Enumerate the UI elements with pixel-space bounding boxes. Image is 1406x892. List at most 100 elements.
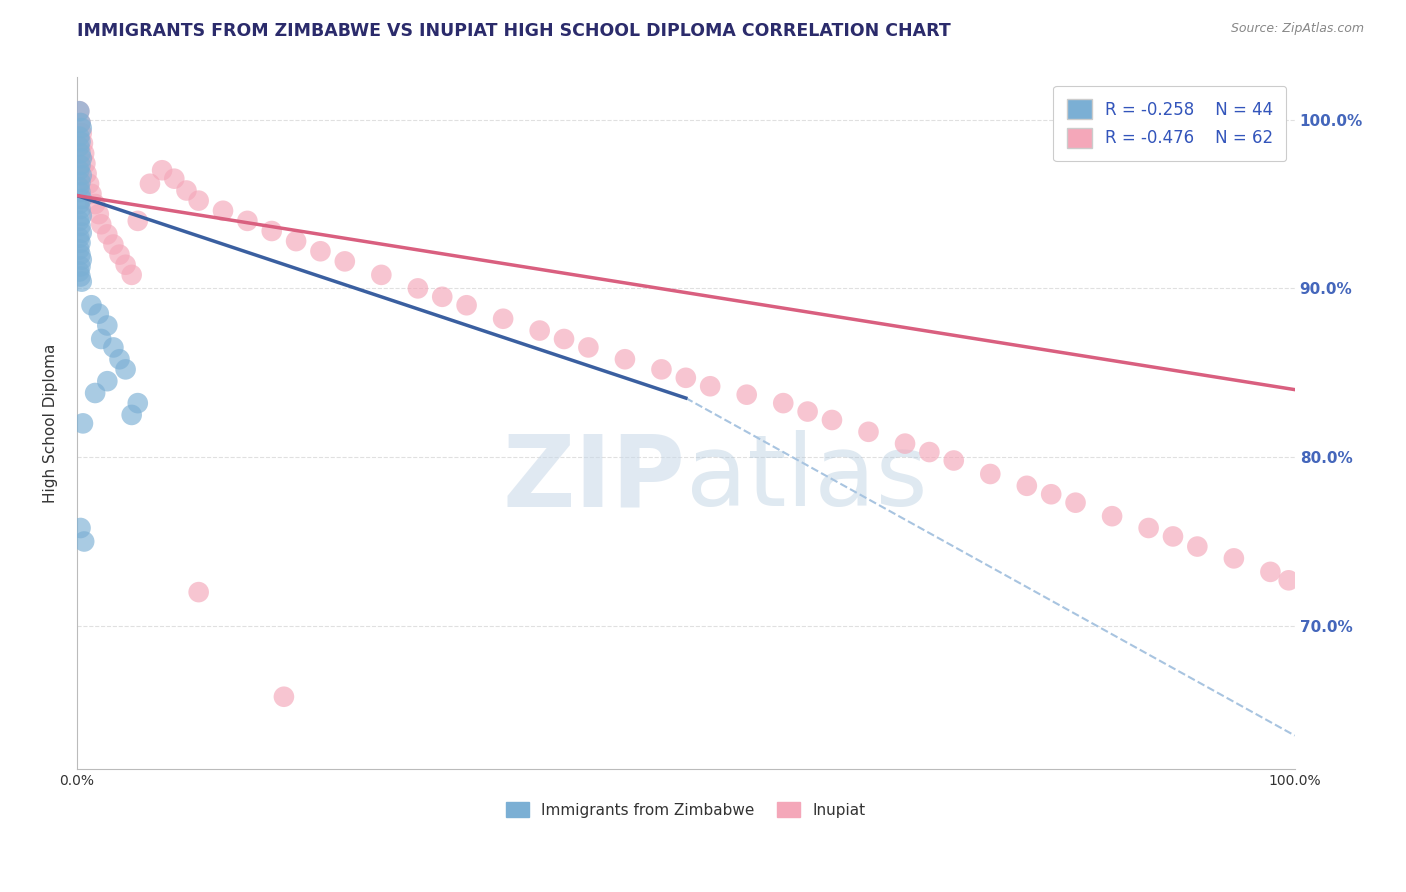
Immigrants from Zimbabwe [103,341,125,355]
Inupiat [650,362,672,376]
Inupiat [492,311,515,326]
Inupiat [127,214,149,228]
Immigrants from Zimbabwe [67,231,90,245]
Immigrants from Zimbabwe [70,169,93,183]
Immigrants from Zimbabwe [67,214,90,228]
Inupiat [1040,487,1063,501]
Inupiat [139,177,162,191]
Inupiat [150,163,173,178]
Inupiat [163,171,186,186]
Inupiat [87,207,110,221]
Immigrants from Zimbabwe [69,185,91,199]
Inupiat [613,352,636,367]
Immigrants from Zimbabwe [108,352,131,367]
Inupiat [69,116,91,130]
Inupiat [77,177,100,191]
Inupiat [772,396,794,410]
Inupiat [821,413,844,427]
Immigrants from Zimbabwe [67,129,90,144]
Inupiat [67,104,90,119]
Inupiat [406,281,429,295]
Inupiat [80,186,103,201]
Inupiat [942,453,965,467]
Inupiat [260,224,283,238]
Text: Source: ZipAtlas.com: Source: ZipAtlas.com [1230,22,1364,36]
Immigrants from Zimbabwe [87,307,110,321]
Immigrants from Zimbabwe [69,116,91,130]
Immigrants from Zimbabwe [84,386,107,401]
Immigrants from Zimbabwe [67,264,90,278]
Inupiat [1223,551,1246,566]
Inupiat [894,436,917,450]
Inupiat [75,156,97,170]
Inupiat [273,690,295,704]
Inupiat [1101,509,1123,524]
Immigrants from Zimbabwe [69,158,91,172]
Inupiat [1187,540,1209,554]
Inupiat [553,332,575,346]
Inupiat [735,387,758,401]
Inupiat [90,217,112,231]
Inupiat [1015,479,1038,493]
Inupiat [96,227,118,242]
Inupiat [796,404,818,418]
Immigrants from Zimbabwe [69,260,91,274]
Inupiat [1064,496,1087,510]
Inupiat [121,268,143,282]
Immigrants from Zimbabwe [70,275,93,289]
Inupiat [285,234,308,248]
Inupiat [699,379,721,393]
Immigrants from Zimbabwe [114,362,136,376]
Immigrants from Zimbabwe [70,252,93,267]
Inupiat [176,184,198,198]
Immigrants from Zimbabwe [70,121,93,136]
Immigrants from Zimbabwe [96,374,118,388]
Inupiat [918,445,941,459]
Inupiat [187,585,209,599]
Immigrants from Zimbabwe [80,298,103,312]
Inupiat [72,136,94,151]
Immigrants from Zimbabwe [127,396,149,410]
Immigrants from Zimbabwe [69,202,91,216]
Immigrants from Zimbabwe [69,135,91,149]
Inupiat [576,341,599,355]
Immigrants from Zimbabwe [90,332,112,346]
Y-axis label: High School Diploma: High School Diploma [44,343,58,503]
Inupiat [675,371,697,385]
Inupiat [76,167,98,181]
Immigrants from Zimbabwe [96,318,118,333]
Immigrants from Zimbabwe [69,175,91,189]
Text: ZIP: ZIP [503,430,686,527]
Immigrants from Zimbabwe [69,146,91,161]
Inupiat [309,244,332,259]
Inupiat [84,197,107,211]
Immigrants from Zimbabwe [70,192,93,206]
Legend: Immigrants from Zimbabwe, Inupiat: Immigrants from Zimbabwe, Inupiat [501,796,872,824]
Immigrants from Zimbabwe [67,104,90,119]
Immigrants from Zimbabwe [70,152,93,166]
Immigrants from Zimbabwe [69,247,91,261]
Inupiat [979,467,1001,481]
Immigrants from Zimbabwe [70,226,93,240]
Inupiat [1137,521,1160,535]
Immigrants from Zimbabwe [67,243,90,257]
Inupiat [103,237,125,252]
Inupiat [114,258,136,272]
Inupiat [529,324,551,338]
Inupiat [236,214,259,228]
Immigrants from Zimbabwe [73,534,96,549]
Inupiat [187,194,209,208]
Immigrants from Zimbabwe [67,197,90,211]
Inupiat [1161,529,1184,543]
Immigrants from Zimbabwe [67,180,90,194]
Text: atlas: atlas [686,430,928,527]
Inupiat [370,268,392,282]
Immigrants from Zimbabwe [69,269,91,284]
Inupiat [70,126,93,140]
Immigrants from Zimbabwe [121,408,143,422]
Inupiat [108,247,131,261]
Immigrants from Zimbabwe [69,219,91,233]
Text: IMMIGRANTS FROM ZIMBABWE VS INUPIAT HIGH SCHOOL DIPLOMA CORRELATION CHART: IMMIGRANTS FROM ZIMBABWE VS INUPIAT HIGH… [77,22,950,40]
Immigrants from Zimbabwe [69,521,91,535]
Inupiat [1260,565,1282,579]
